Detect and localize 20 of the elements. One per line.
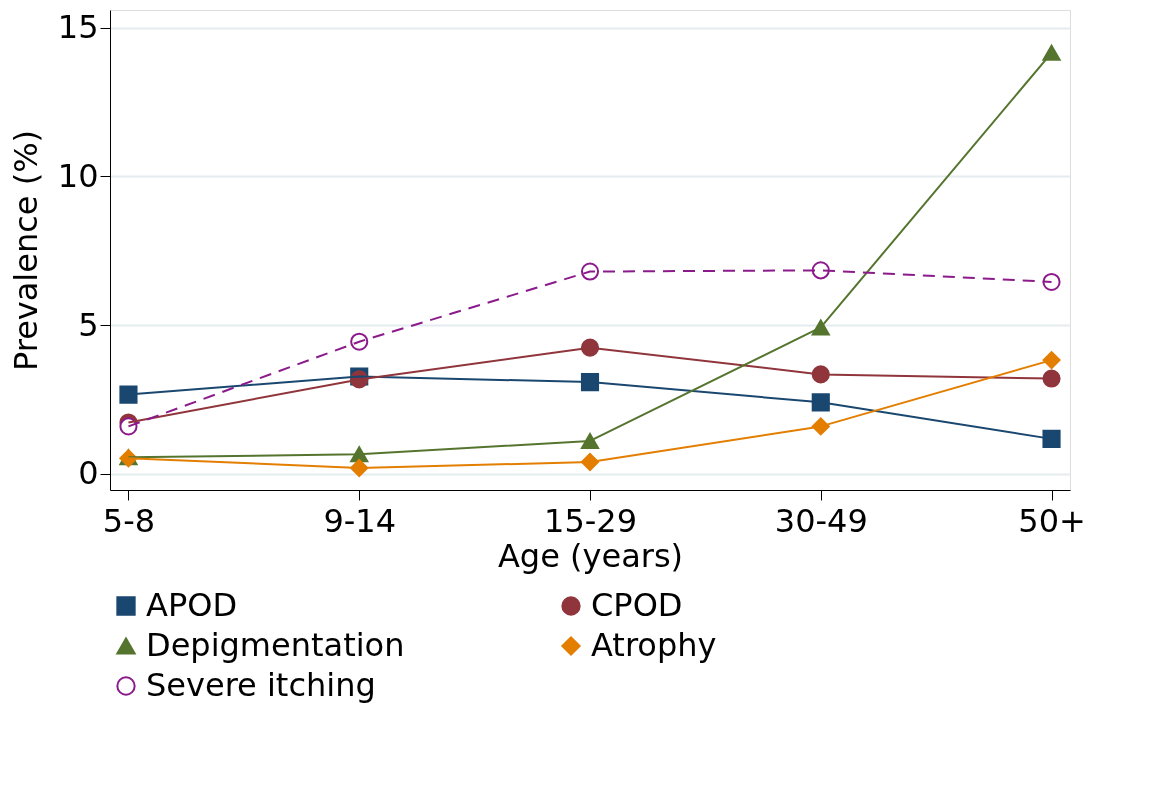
point: [1042, 429, 1061, 448]
point: [580, 432, 600, 449]
y-axis-title: Prevalence (%): [6, 129, 45, 372]
point: [1042, 369, 1061, 388]
point: [1042, 44, 1061, 61]
y-tick-label: 15: [57, 8, 99, 47]
y-tick-label: 10: [57, 156, 99, 195]
y-tick-label: 5: [78, 305, 99, 344]
legend-label: CPOD: [591, 586, 683, 624]
point: [119, 385, 138, 404]
point: [1042, 351, 1061, 370]
legend-label: Atrophy: [591, 626, 717, 664]
x-tick-label: 9-14: [323, 501, 397, 540]
legend-label: APOD: [146, 586, 238, 624]
x-tick-label: 5-8: [102, 501, 156, 540]
y-tick-label: 0: [78, 454, 99, 493]
x-tick-label: 30-49: [774, 501, 868, 540]
x-tick-label: 50+: [1018, 501, 1086, 540]
legend-label: Depigmentation: [146, 626, 405, 664]
legend-label: Severe itching: [146, 666, 376, 704]
